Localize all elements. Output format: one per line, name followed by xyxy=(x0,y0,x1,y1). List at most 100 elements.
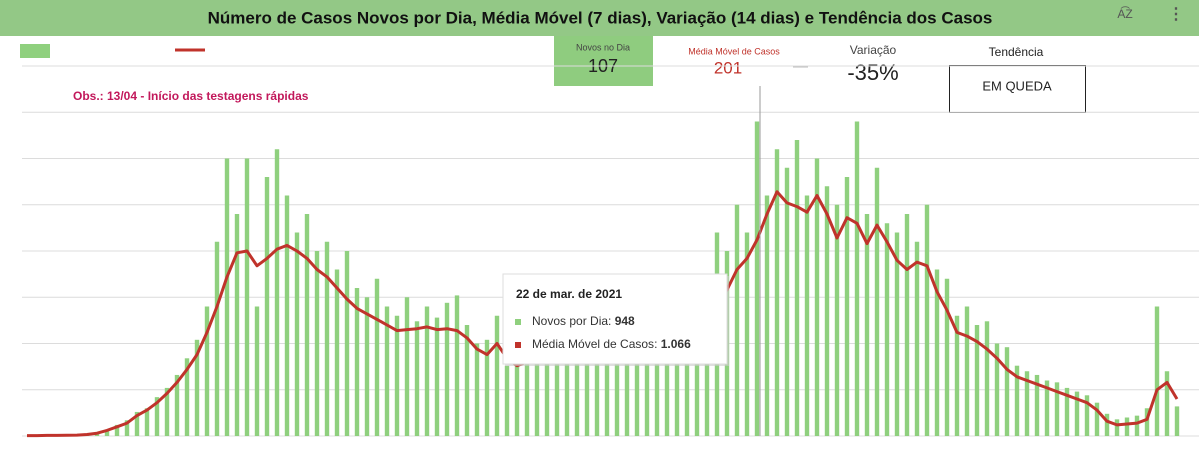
bar xyxy=(444,302,450,436)
tooltip-series-name: Média Móvel de Casos xyxy=(532,337,654,351)
bar xyxy=(924,204,930,436)
bar xyxy=(974,325,980,436)
bar xyxy=(1054,382,1060,436)
bar xyxy=(894,232,900,436)
bar xyxy=(464,325,470,436)
bar xyxy=(844,177,850,436)
bar xyxy=(904,214,910,436)
scorecard-label: Média Móvel de Casos xyxy=(688,46,780,56)
bar xyxy=(734,204,740,436)
bar xyxy=(934,269,940,436)
bar xyxy=(914,241,920,436)
bar xyxy=(1034,374,1040,436)
bar xyxy=(754,121,760,436)
scorecard-value: EM QUEDA xyxy=(982,78,1052,93)
title-bar xyxy=(0,0,1199,36)
tooltip-row: Novos por Dia: 948 xyxy=(532,314,635,328)
bar xyxy=(1014,365,1020,436)
bar xyxy=(104,429,110,436)
bar xyxy=(184,358,190,436)
sort-icon[interactable]: A͡Z xyxy=(1117,6,1132,21)
bar xyxy=(484,339,490,436)
bar xyxy=(604,350,610,436)
bar xyxy=(204,306,210,436)
menu-icon[interactable]: ⋮ xyxy=(1168,6,1184,23)
bar xyxy=(814,158,820,436)
bar xyxy=(154,397,160,436)
bar xyxy=(1114,419,1120,436)
bar xyxy=(234,214,240,436)
tooltip-value: 948 xyxy=(615,314,635,328)
bar xyxy=(124,420,130,436)
bar xyxy=(614,339,620,436)
bar xyxy=(874,167,880,436)
bar xyxy=(244,158,250,436)
bar xyxy=(494,315,500,436)
scorecard-value: -35% xyxy=(847,60,898,85)
bar xyxy=(194,339,200,436)
bar xyxy=(744,232,750,436)
tooltip-sep: : xyxy=(608,314,615,328)
bar xyxy=(1124,417,1130,436)
bar xyxy=(1134,415,1140,436)
bar xyxy=(414,321,420,436)
bar xyxy=(364,297,370,436)
bar xyxy=(134,411,140,436)
scorecard-value: 201 xyxy=(714,58,742,77)
bar xyxy=(374,278,380,436)
bar xyxy=(594,332,600,436)
bar xyxy=(664,317,670,436)
bar xyxy=(1024,371,1030,436)
bar xyxy=(824,186,830,436)
bar xyxy=(984,321,990,436)
bar xyxy=(324,241,330,436)
bar xyxy=(794,140,800,436)
bar xyxy=(1074,391,1080,436)
bar xyxy=(294,232,300,436)
bar xyxy=(884,223,890,436)
bar xyxy=(774,149,780,436)
bar xyxy=(434,317,440,436)
bar xyxy=(784,167,790,436)
bar xyxy=(864,214,870,436)
bar xyxy=(1004,347,1010,436)
bar xyxy=(764,195,770,436)
bar xyxy=(554,306,560,436)
bar xyxy=(1164,371,1170,436)
tooltip-swatch xyxy=(515,342,521,348)
bar xyxy=(404,297,410,436)
bar xyxy=(654,328,660,436)
bar xyxy=(1084,395,1090,436)
bar xyxy=(504,365,510,436)
tooltip-series-name: Novos por Dia xyxy=(532,314,608,328)
bar xyxy=(944,278,950,436)
scorecard-bg xyxy=(554,36,653,86)
tooltip: 22 de mar. de 2021 Novos por Dia: 948 Médi… xyxy=(502,273,729,366)
tooltip-row: Média Móvel de Casos: 1.066 xyxy=(532,337,691,351)
bar xyxy=(954,315,960,436)
bar xyxy=(544,339,550,436)
bar xyxy=(994,343,1000,436)
chart-title: Número de Casos Novos por Dia, Média Móv… xyxy=(208,8,993,27)
bar xyxy=(854,121,860,436)
bar xyxy=(574,341,580,436)
bar xyxy=(964,306,970,436)
bar xyxy=(514,332,520,436)
bar xyxy=(1104,413,1110,436)
bar xyxy=(534,343,540,436)
bar xyxy=(524,347,530,436)
bar xyxy=(314,251,320,436)
bar xyxy=(634,332,640,436)
bar xyxy=(214,241,220,436)
bar xyxy=(1154,306,1160,436)
scorecard-label: Tendência xyxy=(989,45,1044,59)
bar xyxy=(674,306,680,436)
tooltip-bg xyxy=(502,273,728,365)
bar xyxy=(474,343,480,436)
annotation: Obs.: 13/04 - Início das testagens rápid… xyxy=(73,89,309,103)
tooltip-swatch xyxy=(515,319,521,325)
bar xyxy=(224,158,230,436)
bar xyxy=(804,195,810,436)
bar xyxy=(1094,402,1100,436)
